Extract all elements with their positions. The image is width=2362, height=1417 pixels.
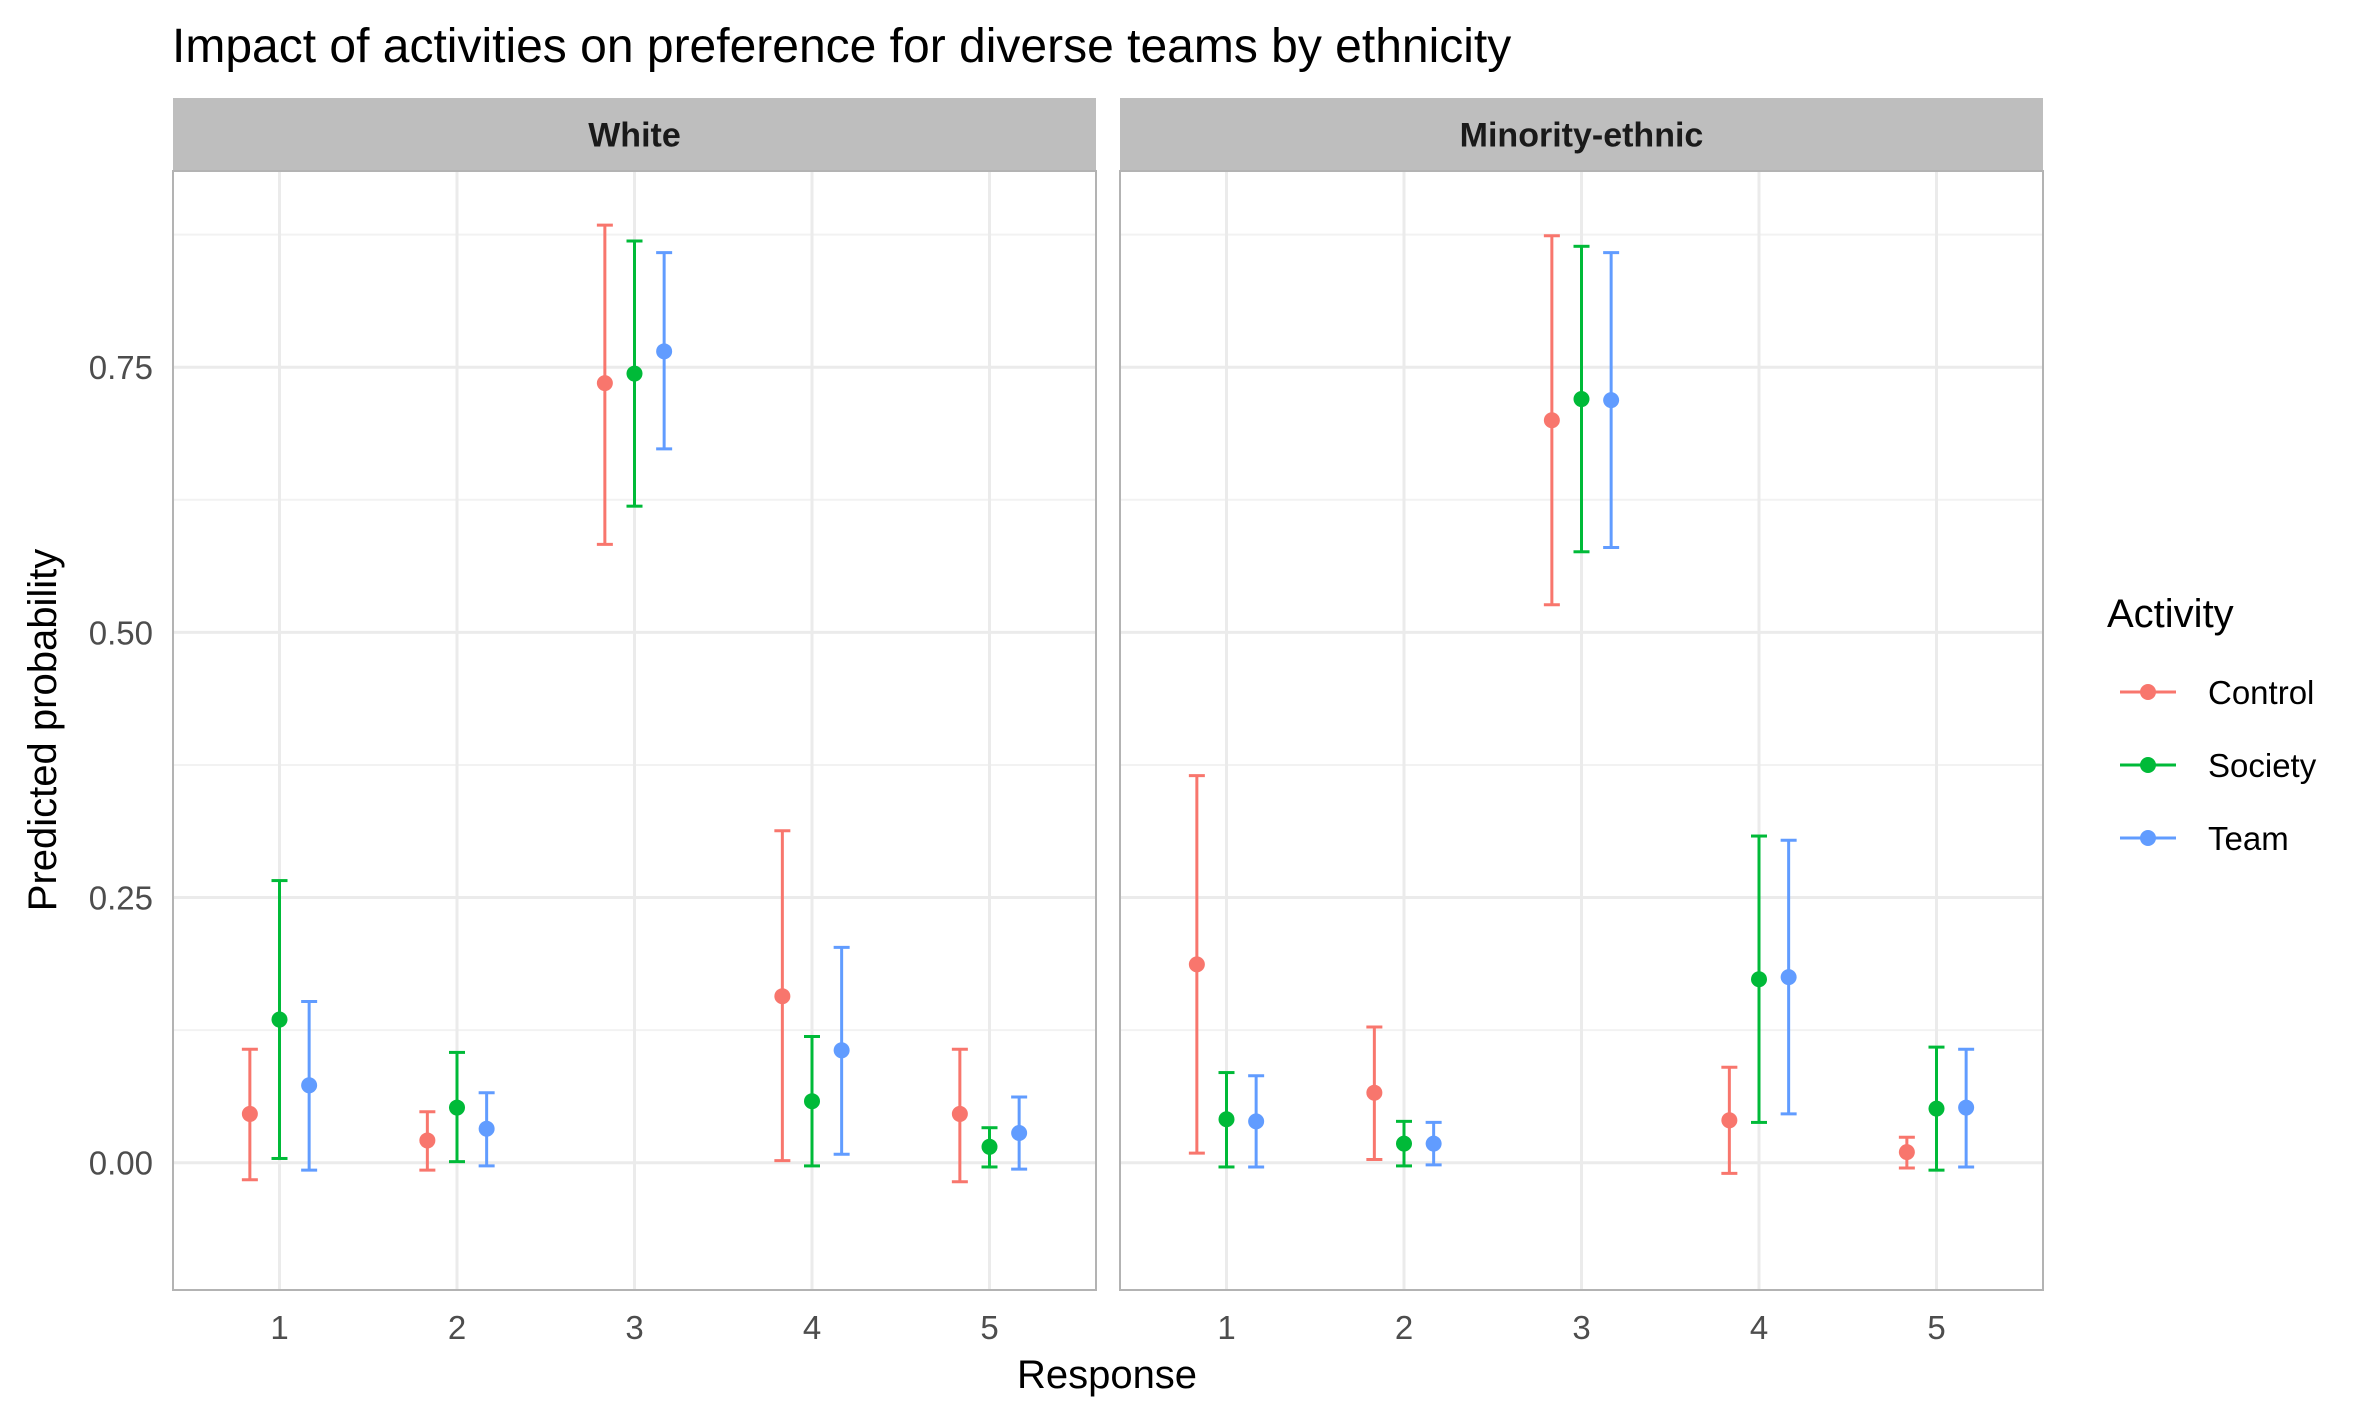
data-point xyxy=(981,1138,998,1155)
data-point xyxy=(301,1077,318,1094)
data-point xyxy=(478,1120,495,1137)
panel-2: Minority-ethnic 1 2 3 4 5 xyxy=(1119,98,2044,1346)
data-point xyxy=(951,1105,968,1122)
x-tick-label: 1 xyxy=(1217,1309,1235,1346)
strip-label: White xyxy=(588,117,681,155)
data-point xyxy=(1721,1112,1738,1129)
legend-item-team: Team xyxy=(2120,820,2289,857)
series-society xyxy=(1218,244,1945,1172)
y-tick-label: 0.25 xyxy=(89,880,153,917)
legend-label: Control xyxy=(2208,674,2314,711)
series-control xyxy=(241,223,968,1184)
legend-label: Society xyxy=(2208,747,2317,784)
legend: Activity Control Society Team xyxy=(2107,592,2317,857)
legend-title: Activity xyxy=(2107,592,2234,636)
x-axis-label: Response xyxy=(1017,1353,1197,1397)
x-tick-label: 5 xyxy=(1927,1309,1945,1346)
data-point xyxy=(833,1042,850,1059)
chart-title: Impact of activities on preference for d… xyxy=(172,20,1511,73)
data-point xyxy=(1425,1135,1442,1152)
series-team xyxy=(301,251,1028,1172)
data-point xyxy=(656,343,673,360)
data-point xyxy=(1780,969,1797,986)
data-point xyxy=(1603,392,1620,409)
y-tick-label: 0.50 xyxy=(89,614,153,651)
data-point xyxy=(774,988,791,1005)
strip-background xyxy=(173,98,1096,171)
series-control xyxy=(1188,234,1915,1175)
data-point xyxy=(1396,1135,1412,1152)
data-point xyxy=(449,1099,465,1116)
legend-key-point xyxy=(2140,757,2156,773)
panel-border xyxy=(1119,170,2044,1291)
legend-items: Control Society Team xyxy=(2120,674,2317,857)
data-point xyxy=(1543,412,1560,429)
data-point xyxy=(419,1132,436,1149)
data-point xyxy=(1573,391,1590,408)
y-axis-ticks: 0.00 0.25 0.50 0.75 xyxy=(89,349,153,1181)
legend-key-point xyxy=(2140,684,2156,700)
data-point xyxy=(241,1105,258,1122)
x-tick-label: 5 xyxy=(980,1309,998,1346)
data-point xyxy=(1751,971,1767,988)
y-tick-label: 0.75 xyxy=(89,349,153,386)
series-team xyxy=(1248,251,1975,1169)
data-point xyxy=(1928,1100,1945,1117)
data-point xyxy=(1958,1099,1975,1116)
panel-border xyxy=(172,170,1097,1291)
legend-label: Team xyxy=(2208,820,2289,857)
data-point xyxy=(1011,1125,1028,1142)
data-point xyxy=(804,1093,820,1110)
data-point xyxy=(1248,1113,1265,1130)
data-point xyxy=(626,365,643,382)
x-tick-label: 2 xyxy=(448,1309,466,1346)
series-society xyxy=(271,239,998,1169)
data-point xyxy=(1366,1084,1383,1101)
strip-label: Minority-ethnic xyxy=(1460,117,1704,155)
legend-item-society: Society xyxy=(2120,747,2317,784)
x-tick-label: 4 xyxy=(1750,1309,1768,1346)
legend-key-point xyxy=(2140,830,2156,846)
y-tick-label: 0.00 xyxy=(89,1145,153,1182)
data-point xyxy=(1898,1144,1915,1161)
x-tick-label: 2 xyxy=(1395,1309,1413,1346)
strip-background xyxy=(1120,98,2043,171)
data-point xyxy=(1218,1111,1235,1128)
data-point xyxy=(596,375,613,392)
x-tick-label: 1 xyxy=(270,1309,288,1346)
y-axis-label: Predicted probability xyxy=(21,549,65,911)
x-tick-label: 4 xyxy=(803,1309,821,1346)
legend-item-control: Control xyxy=(2120,674,2314,711)
x-tick-label: 3 xyxy=(625,1309,643,1346)
x-tick-label: 3 xyxy=(1572,1309,1590,1346)
panel-1: White 1 2 3 4 5 xyxy=(172,98,1097,1346)
data-point xyxy=(1188,956,1205,973)
data-point xyxy=(271,1011,288,1028)
